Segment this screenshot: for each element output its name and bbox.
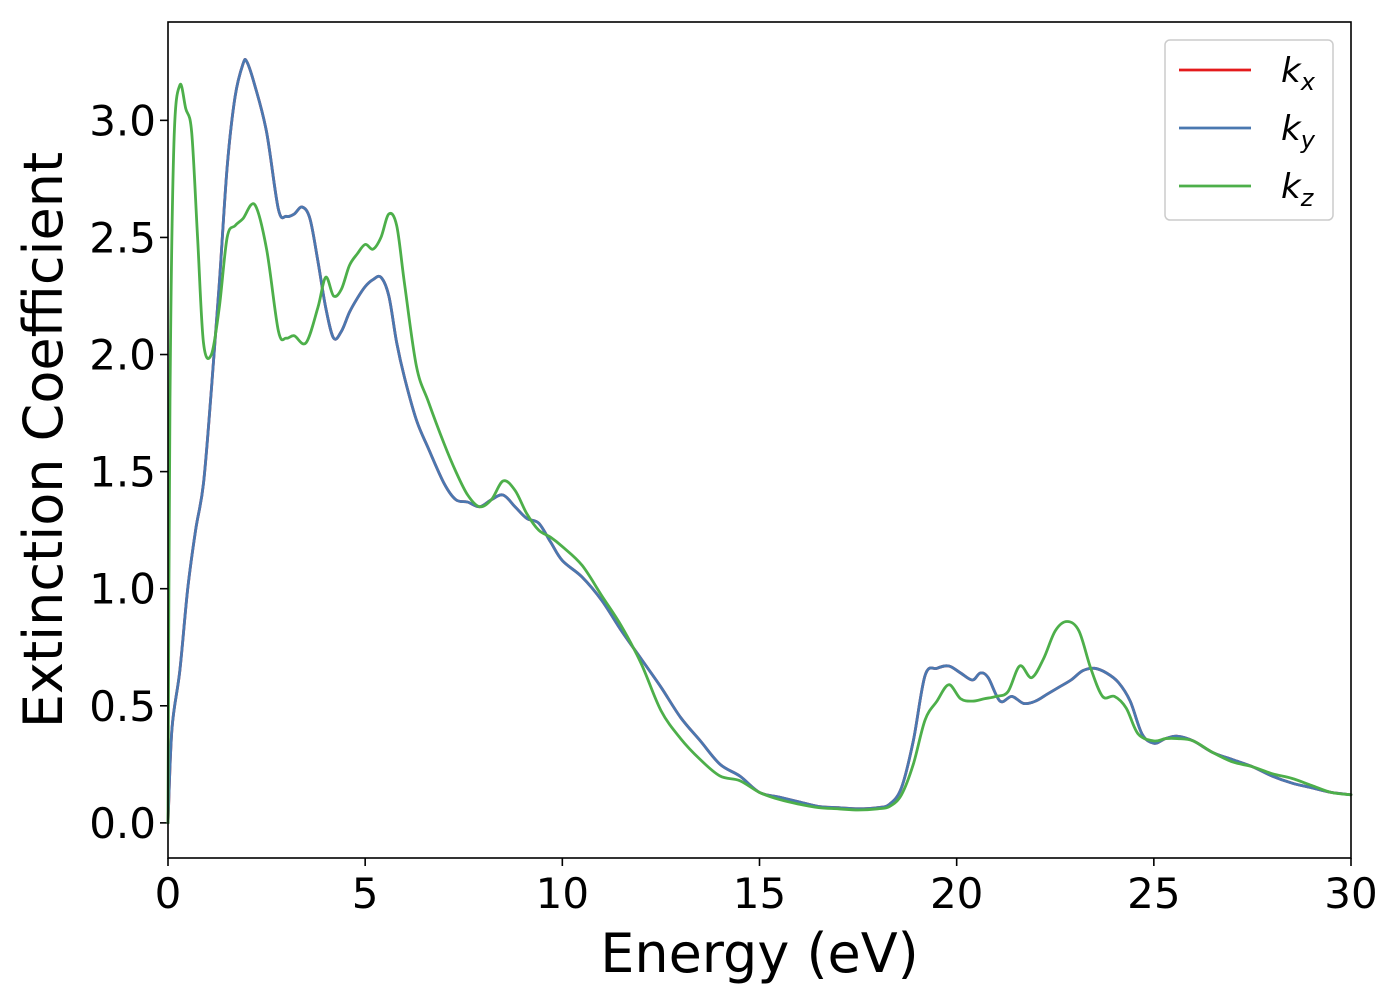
- y-axis-label: Extinction Coefficient: [12, 152, 75, 728]
- y-tick-label: 3.0: [89, 96, 156, 145]
- y-tick-label: 2.0: [89, 331, 156, 380]
- legend-label-ky: ky: [1281, 109, 1316, 154]
- x-tick-label: 20: [930, 869, 983, 918]
- legend-label-base: k: [1281, 167, 1302, 207]
- y-tick-label: 1.5: [89, 448, 156, 497]
- legend-box: [1164, 39, 1334, 221]
- x-axis-label: Energy (eV): [600, 922, 919, 985]
- legend-label-subscript: x: [1300, 68, 1316, 96]
- x-tick-label: 15: [733, 869, 786, 918]
- series-layer: [166, 58, 1353, 825]
- y-tick-label: 1.0: [89, 565, 156, 614]
- legend-label-base: k: [1281, 109, 1302, 149]
- plot-frame: [167, 21, 1352, 859]
- legend-label-subscript: z: [1300, 184, 1315, 212]
- y-tick-label: 2.5: [89, 213, 156, 262]
- legend-label-kz: kz: [1281, 167, 1315, 212]
- x-tick-label: 5: [352, 869, 379, 918]
- legend-label-base: k: [1281, 51, 1302, 91]
- y-tick-label: 0.0: [89, 799, 156, 848]
- legend-label-subscript: y: [1300, 126, 1316, 154]
- x-tick-label: 10: [536, 869, 589, 918]
- x-tick-label: 25: [1127, 869, 1180, 918]
- series-line-kz: [166, 82, 1353, 825]
- legend-label-kx: kx: [1281, 51, 1316, 96]
- axis-ticks: 0 5 10 15 20 25 30 0.0 0.5 1.0 1.5 2.0 2.5 3.0: [89, 96, 1378, 918]
- y-tick-label: 0.5: [89, 682, 156, 731]
- x-tick-label: 30: [1324, 869, 1377, 918]
- x-tick-label: 0: [155, 869, 182, 918]
